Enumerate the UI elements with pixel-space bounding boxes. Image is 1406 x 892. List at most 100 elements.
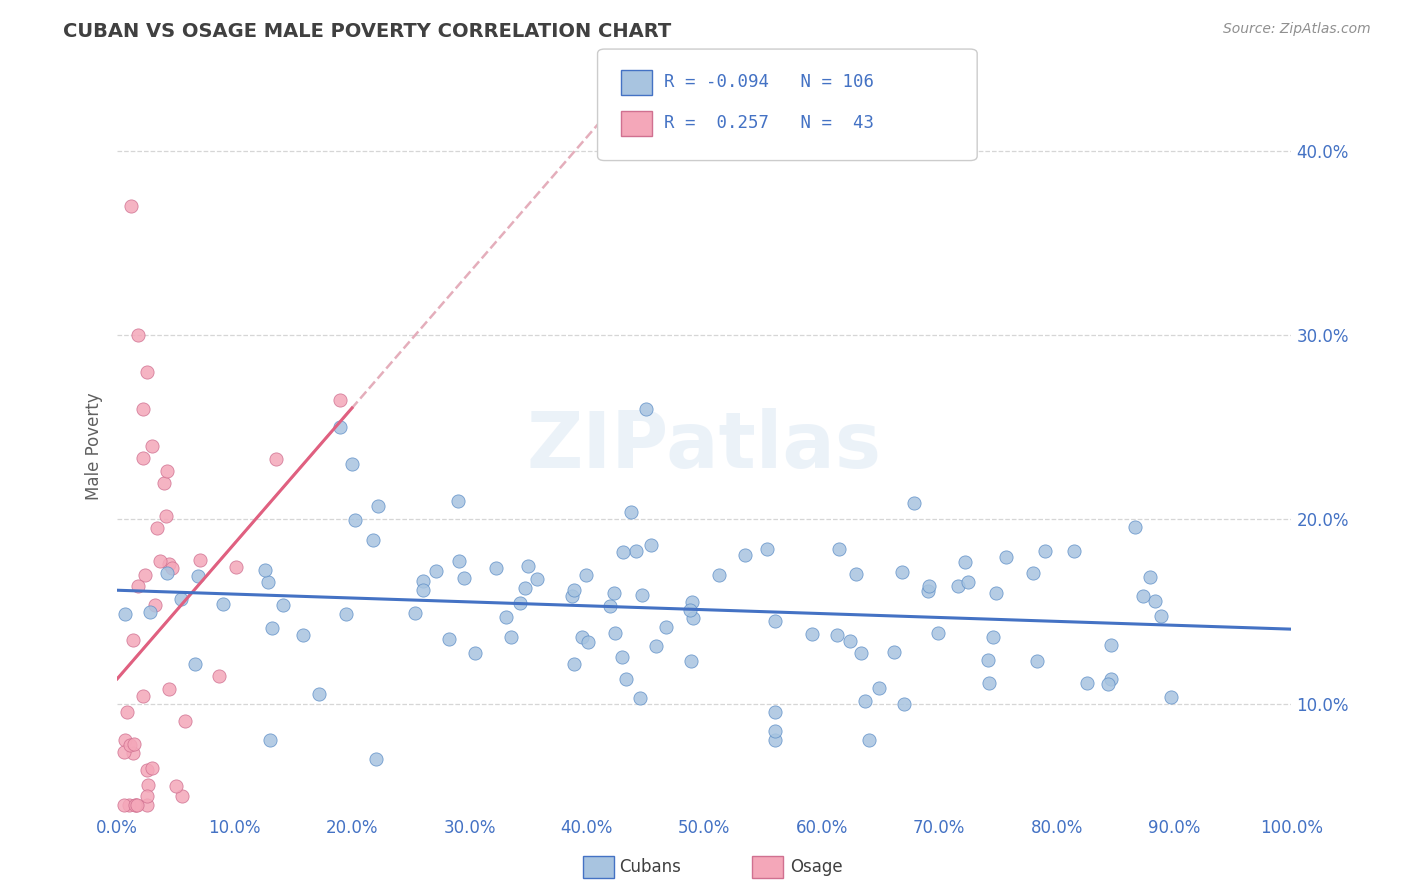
Point: [516, 559, 538, 574]
Point: [135, 763, 157, 777]
Point: [891, 565, 914, 579]
Point: [156, 566, 179, 581]
Point: [562, 583, 585, 598]
Point: [412, 582, 434, 597]
Point: [485, 561, 508, 575]
Point: [136, 797, 159, 812]
Point: [139, 605, 162, 619]
Point: [628, 690, 651, 705]
Point: [260, 621, 283, 635]
Point: [630, 588, 652, 602]
Point: [825, 627, 848, 641]
Point: [291, 628, 314, 642]
Point: [763, 705, 786, 719]
Text: Osage: Osage: [790, 858, 842, 876]
Point: [124, 797, 146, 812]
Point: [115, 706, 138, 720]
Point: [188, 552, 211, 566]
Point: [145, 521, 167, 535]
Point: [994, 549, 1017, 564]
Point: [571, 630, 593, 644]
Point: [464, 646, 486, 660]
Point: [132, 401, 155, 416]
Point: [134, 567, 156, 582]
Point: [120, 738, 142, 752]
Point: [114, 607, 136, 621]
Point: [1063, 544, 1085, 558]
Point: [655, 620, 678, 634]
Text: Source: ZipAtlas.com: Source: ZipAtlas.com: [1223, 22, 1371, 37]
Point: [266, 452, 288, 467]
Point: [157, 558, 180, 572]
Point: [160, 560, 183, 574]
Point: [827, 541, 849, 556]
Point: [645, 639, 668, 653]
Point: [135, 789, 157, 803]
Point: [412, 574, 434, 589]
Point: [170, 789, 193, 803]
Point: [135, 365, 157, 379]
Point: [640, 538, 662, 552]
Point: [838, 634, 860, 648]
Point: [917, 584, 939, 599]
Point: [763, 614, 786, 628]
Point: [612, 545, 634, 559]
Point: [893, 697, 915, 711]
Point: [1076, 676, 1098, 690]
Point: [1123, 520, 1146, 534]
Point: [763, 733, 786, 747]
Point: [170, 592, 193, 607]
Point: [526, 572, 548, 586]
Point: [1144, 594, 1167, 608]
Point: [141, 761, 163, 775]
Point: [453, 571, 475, 585]
Point: [136, 778, 159, 792]
Point: [340, 457, 363, 471]
Point: [624, 544, 647, 558]
Point: [599, 599, 621, 613]
Point: [335, 607, 357, 621]
Point: [132, 451, 155, 466]
Point: [927, 625, 949, 640]
Point: [141, 439, 163, 453]
Text: Cubans: Cubans: [619, 858, 681, 876]
Point: [576, 635, 599, 649]
Point: [858, 733, 880, 747]
Point: [903, 496, 925, 510]
Point: [131, 690, 153, 704]
Point: [122, 633, 145, 648]
Point: [153, 475, 176, 490]
Point: [121, 746, 143, 760]
Point: [977, 653, 1000, 667]
Point: [447, 494, 470, 508]
Point: [127, 579, 149, 593]
Point: [364, 752, 387, 766]
Point: [681, 595, 703, 609]
Point: [1026, 654, 1049, 668]
Text: R =  0.257   N =  43: R = 0.257 N = 43: [664, 114, 873, 132]
Point: [562, 657, 585, 672]
Point: [117, 797, 139, 812]
Point: [127, 328, 149, 343]
Point: [256, 575, 278, 590]
Point: [165, 780, 187, 794]
Point: [183, 657, 205, 671]
Point: [620, 505, 643, 519]
Point: [125, 797, 148, 812]
Point: [1160, 690, 1182, 705]
Point: [187, 568, 209, 582]
Point: [125, 797, 148, 812]
Point: [1099, 638, 1122, 652]
Point: [447, 554, 470, 568]
Point: [957, 575, 980, 590]
Point: [603, 586, 626, 600]
Point: [425, 564, 447, 578]
Point: [120, 199, 142, 213]
Point: [561, 589, 583, 603]
Point: [1022, 566, 1045, 580]
Point: [868, 681, 890, 695]
Point: [149, 554, 172, 568]
Point: [174, 714, 197, 728]
Point: [308, 687, 330, 701]
Point: [1132, 590, 1154, 604]
